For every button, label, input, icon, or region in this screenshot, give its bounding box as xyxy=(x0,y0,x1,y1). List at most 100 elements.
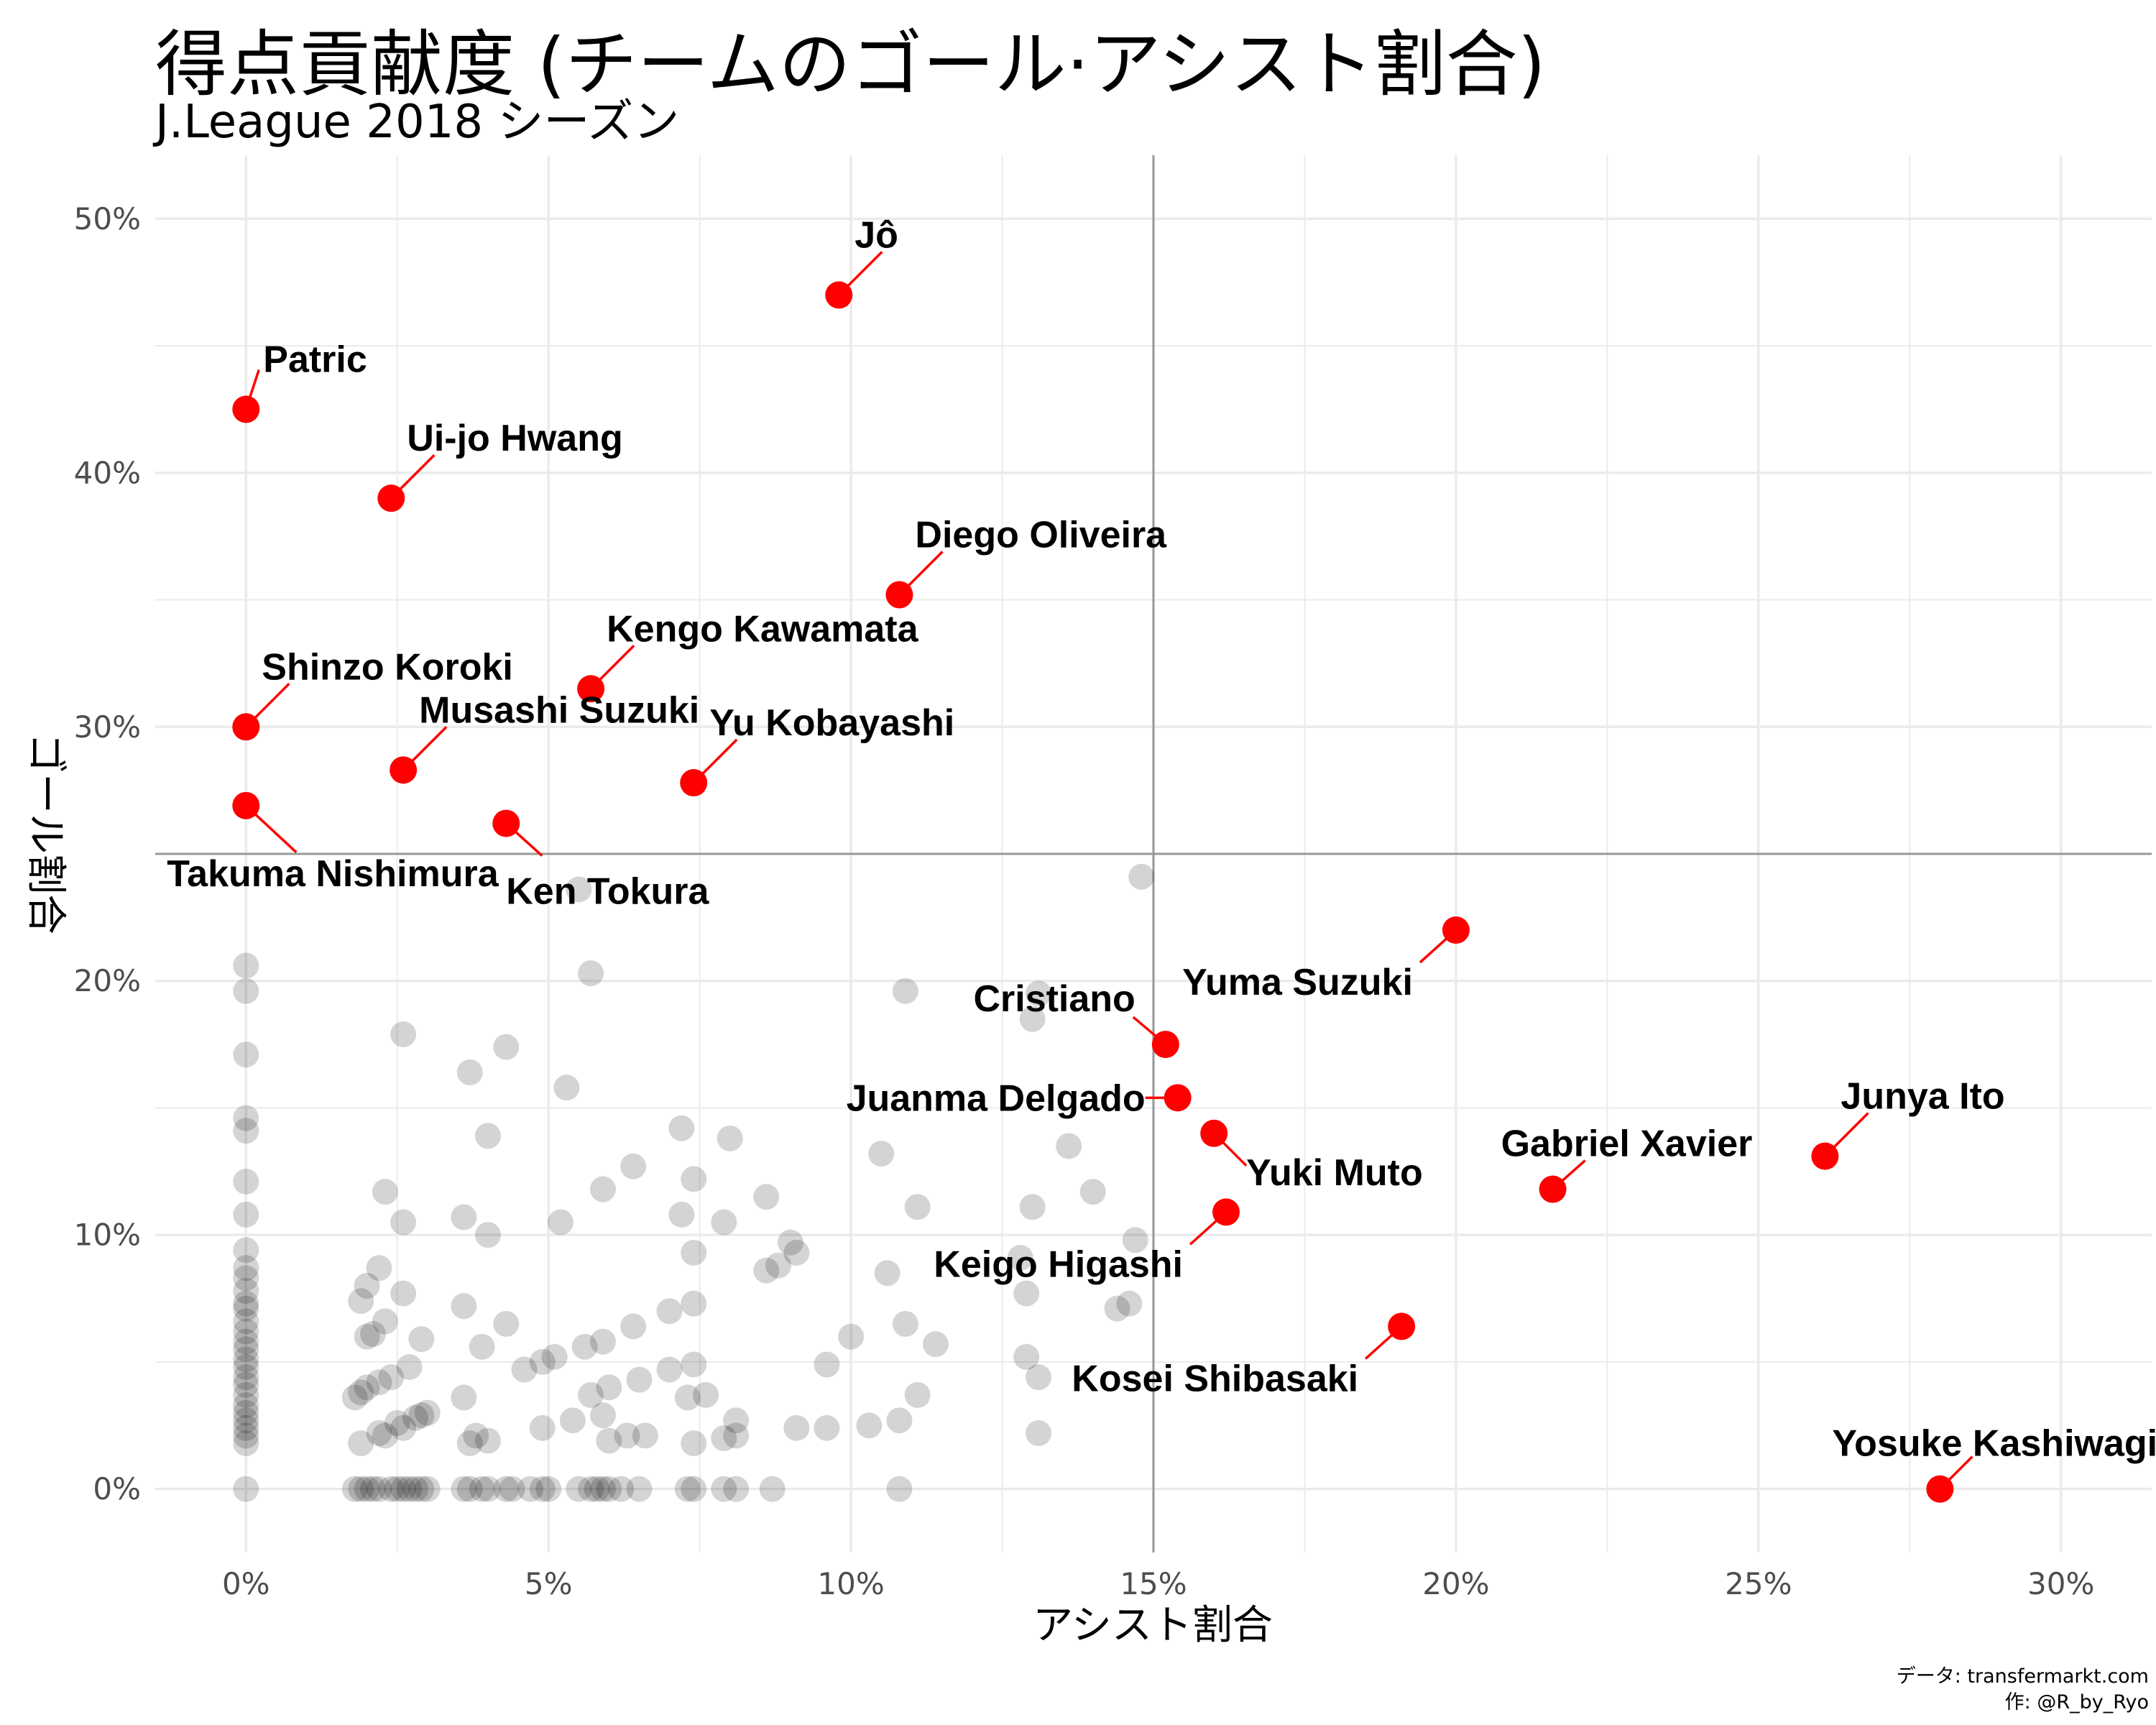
data-point-other xyxy=(402,1404,428,1431)
data-point-other xyxy=(414,1399,441,1426)
data-point-other xyxy=(1122,1227,1148,1254)
data-point-other xyxy=(233,1414,259,1441)
data-point-other xyxy=(596,1427,622,1454)
data-point-other xyxy=(711,1425,737,1451)
data-point-other xyxy=(1007,1244,1033,1271)
data-point-other xyxy=(1026,1420,1052,1446)
data-point-other xyxy=(668,1115,695,1141)
data-point-other xyxy=(233,1265,259,1292)
data-point-other xyxy=(620,1313,647,1340)
data-point-other xyxy=(1019,1006,1046,1032)
data-point-other xyxy=(233,1364,259,1391)
data-point-other xyxy=(233,1290,259,1317)
data-point-other xyxy=(233,1430,259,1457)
x-axis-title: アシスト割合 xyxy=(1033,1602,1273,1649)
data-point-other xyxy=(674,1476,701,1502)
data-point-highlight xyxy=(577,675,605,703)
data-point-other xyxy=(408,1476,435,1502)
point-label: Musashi Suzuki xyxy=(419,689,699,731)
data-point-other xyxy=(372,1308,398,1335)
data-point-other xyxy=(838,1323,865,1350)
data-point-other xyxy=(904,1381,931,1408)
x-tick-label: 10% xyxy=(817,1566,884,1601)
data-point-other xyxy=(341,1384,368,1411)
data-point-other xyxy=(354,1272,380,1299)
data-point-other xyxy=(233,978,259,1004)
y-tick-label: 0% xyxy=(93,1471,141,1506)
data-point-other xyxy=(366,1420,392,1446)
data-point-other xyxy=(783,1414,810,1441)
data-point-other xyxy=(632,1422,658,1449)
data-point-highlight xyxy=(1388,1312,1416,1340)
data-point-other xyxy=(1026,980,1052,1007)
data-point-other xyxy=(233,952,259,979)
data-point-other xyxy=(1019,1194,1046,1220)
data-point-other xyxy=(596,1476,622,1502)
data-point-highlight xyxy=(680,769,708,797)
data-point-other xyxy=(475,1427,501,1454)
data-point-other xyxy=(456,1476,483,1502)
data-point-other xyxy=(233,1295,259,1322)
point-label: Diego Oliveira xyxy=(915,514,1167,556)
y-tick-label: 40% xyxy=(74,455,141,490)
data-point-other xyxy=(348,1430,374,1457)
data-point-highlight xyxy=(1164,1084,1192,1112)
data-point-other xyxy=(451,1476,477,1502)
data-point-highlight xyxy=(1212,1198,1240,1226)
data-point-other xyxy=(469,1476,495,1502)
point-label: Yuki Muto xyxy=(1246,1152,1423,1194)
data-point-other xyxy=(571,1333,598,1360)
data-point-other xyxy=(814,1351,840,1378)
data-point-other xyxy=(348,1476,374,1502)
data-point-other xyxy=(233,1353,259,1380)
data-point-other xyxy=(1079,1179,1106,1205)
data-point-other xyxy=(578,1381,604,1408)
data-point-other xyxy=(765,1252,792,1279)
data-point-other xyxy=(584,1476,610,1502)
data-point-other xyxy=(723,1407,750,1434)
data-point-highlight xyxy=(492,809,520,837)
data-point-other xyxy=(681,1166,707,1192)
data-point-other xyxy=(566,1476,592,1502)
data-point-other xyxy=(390,1414,417,1441)
data-point-other xyxy=(493,1476,520,1502)
data-point-other xyxy=(681,1290,707,1317)
data-point-other xyxy=(608,1476,635,1502)
point-label: Takuma Nishimura xyxy=(167,853,499,895)
data-point-other xyxy=(366,1369,392,1396)
data-point-other xyxy=(656,1356,683,1383)
data-point-other xyxy=(886,1476,913,1502)
data-point-other xyxy=(717,1125,743,1151)
data-point-other xyxy=(408,1402,435,1429)
data-point-other xyxy=(233,1201,259,1228)
data-point-other xyxy=(233,1328,259,1355)
data-point-other xyxy=(390,1476,417,1502)
data-point-highlight xyxy=(1442,916,1470,944)
point-label: Kosei Shibasaki xyxy=(1072,1358,1358,1399)
reference-lines xyxy=(155,155,2152,1552)
data-point-other xyxy=(892,1310,918,1337)
data-point-other xyxy=(408,1326,435,1353)
data-point-other xyxy=(681,1239,707,1266)
y-tick-label: 30% xyxy=(74,709,141,745)
data-point-other xyxy=(233,1105,259,1131)
data-point-other xyxy=(233,1407,259,1434)
data-point-other xyxy=(233,1371,259,1398)
data-point-highlight xyxy=(377,484,405,512)
chart-title: 得点貢献度 (チームのゴール·アシスト割合) xyxy=(155,22,1546,106)
data-point-other xyxy=(529,1476,556,1502)
data-point-other xyxy=(614,1422,640,1449)
data-point-other xyxy=(1128,863,1155,890)
x-tick-label: 5% xyxy=(525,1566,573,1601)
point-label: Yuma Suzuki xyxy=(1182,962,1413,1003)
data-point-other xyxy=(233,1118,259,1144)
data-point-other xyxy=(892,978,918,1004)
data-point-other xyxy=(578,960,604,987)
data-point-other xyxy=(1116,1290,1143,1317)
data-point-highlight xyxy=(232,713,260,741)
point-label: Yosuke Kashiwagi xyxy=(1832,1423,2156,1465)
x-tick-label: 15% xyxy=(1120,1566,1187,1601)
data-point-other xyxy=(814,1414,840,1441)
data-point-other xyxy=(348,1379,374,1406)
